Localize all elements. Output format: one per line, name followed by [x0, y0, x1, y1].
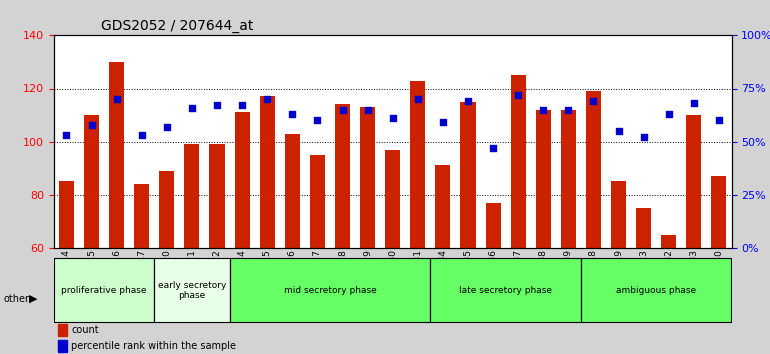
Point — [638, 135, 650, 140]
FancyBboxPatch shape — [581, 258, 732, 322]
Point — [713, 118, 725, 123]
Point — [211, 103, 223, 108]
Bar — [259, 97, 275, 248]
Text: proliferative phase: proliferative phase — [62, 286, 147, 295]
Point — [286, 111, 299, 117]
Text: other: other — [4, 294, 30, 304]
Bar — [435, 166, 450, 248]
Point — [512, 92, 524, 98]
Point — [136, 132, 148, 138]
Bar — [335, 104, 350, 248]
FancyBboxPatch shape — [229, 258, 430, 322]
Bar — [134, 184, 149, 248]
Text: GDS2052 / 207644_at: GDS2052 / 207644_at — [102, 19, 253, 33]
Bar — [184, 144, 199, 248]
Point — [537, 107, 550, 113]
Point — [161, 124, 173, 130]
Point — [487, 145, 499, 151]
Bar — [611, 181, 626, 248]
Bar — [511, 75, 526, 248]
Bar — [711, 176, 726, 248]
Point — [588, 98, 600, 104]
Point — [311, 118, 323, 123]
Text: ambiguous phase: ambiguous phase — [616, 286, 696, 295]
Point — [688, 101, 700, 106]
FancyBboxPatch shape — [430, 258, 581, 322]
Bar — [310, 155, 325, 248]
Bar — [460, 102, 476, 248]
Point — [663, 111, 675, 117]
Text: mid secretory phase: mid secretory phase — [283, 286, 377, 295]
Bar — [209, 144, 225, 248]
Point — [412, 96, 424, 102]
Point — [186, 105, 198, 110]
Bar — [58, 340, 68, 352]
Bar — [661, 235, 676, 248]
Text: late secretory phase: late secretory phase — [459, 286, 552, 295]
Point — [60, 132, 72, 138]
Text: percentile rank within the sample: percentile rank within the sample — [72, 341, 236, 351]
Point — [437, 120, 449, 125]
Point — [387, 115, 399, 121]
Point — [261, 96, 273, 102]
Text: count: count — [72, 325, 99, 335]
Point — [562, 107, 574, 113]
Bar — [410, 81, 425, 248]
Bar — [159, 171, 174, 248]
Bar — [360, 107, 375, 248]
Bar — [586, 91, 601, 248]
Bar — [636, 208, 651, 248]
Bar — [84, 115, 99, 248]
Bar — [561, 110, 576, 248]
Point — [110, 96, 122, 102]
Point — [612, 128, 624, 134]
FancyBboxPatch shape — [54, 258, 154, 322]
Text: early secretory
phase: early secretory phase — [158, 281, 226, 300]
Bar — [235, 113, 249, 248]
Bar — [486, 202, 500, 248]
Point — [236, 103, 248, 108]
Bar — [58, 324, 68, 336]
Point — [361, 107, 373, 113]
Bar — [285, 133, 300, 248]
FancyBboxPatch shape — [154, 258, 229, 322]
Bar — [385, 149, 400, 248]
Text: ▶: ▶ — [29, 294, 38, 304]
Point — [336, 107, 349, 113]
Point — [85, 122, 98, 127]
Bar — [59, 181, 74, 248]
Bar — [109, 62, 124, 248]
Bar — [686, 115, 701, 248]
Bar — [536, 110, 551, 248]
Point — [462, 98, 474, 104]
